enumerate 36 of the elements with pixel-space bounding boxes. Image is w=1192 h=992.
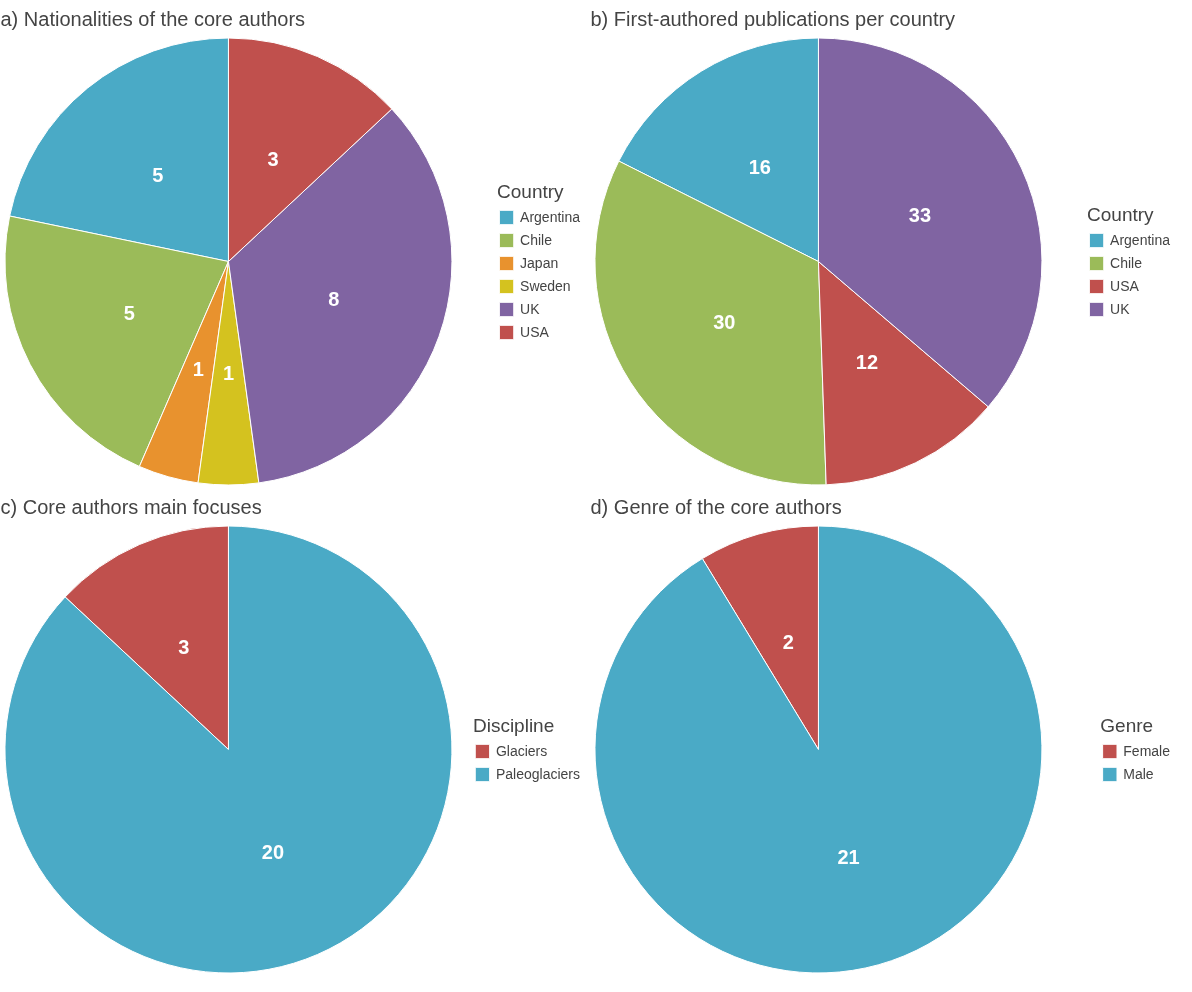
legend-label: Japan — [520, 254, 559, 272]
legend-label: USA — [1110, 277, 1139, 295]
data-label: 12 — [855, 350, 879, 373]
legend-title: Discipline — [472, 715, 556, 737]
data-label: 8 — [328, 287, 340, 310]
legend-label: Male — [1123, 765, 1154, 783]
legend-label: Female — [1123, 742, 1170, 760]
legend-title: Country — [497, 181, 565, 203]
data-label: 1 — [222, 361, 235, 384]
data-label: 20 — [261, 840, 285, 863]
legend-label: Chile — [520, 231, 552, 249]
legend-label: Argentina — [1110, 231, 1170, 249]
data-label: 5 — [152, 164, 164, 187]
legend-title: Country — [1087, 204, 1155, 226]
data-label: 21 — [837, 845, 860, 868]
data-label: 16 — [748, 155, 771, 178]
legend-label: UK — [1110, 300, 1131, 318]
chart-title: b) First-authored publications per country — [590, 7, 956, 30]
data-label: 3 — [267, 148, 279, 171]
legend-label: Glaciers — [495, 742, 548, 760]
legend-label: Paleoglaciers — [495, 765, 580, 783]
legend-label: Sweden — [520, 277, 571, 295]
data-label: 5 — [123, 301, 135, 324]
chart-title: d) Genre of the core authors — [590, 495, 842, 518]
legend-label: USA — [520, 323, 549, 341]
legend-title: Genre — [1100, 715, 1155, 737]
legend-label: Argentina — [520, 208, 580, 226]
data-label: 1 — [192, 357, 204, 380]
data-label: 2 — [782, 631, 794, 654]
legend-label: UK — [520, 300, 541, 318]
legend-label: Chile — [1110, 254, 1142, 272]
data-label: 33 — [908, 203, 932, 226]
data-label: 3 — [178, 636, 190, 659]
chart-title: a) Nationalities of the core authors — [0, 7, 306, 30]
chart-title: c) Core authors main focuses — [0, 495, 262, 518]
data-label: 30 — [713, 310, 736, 333]
